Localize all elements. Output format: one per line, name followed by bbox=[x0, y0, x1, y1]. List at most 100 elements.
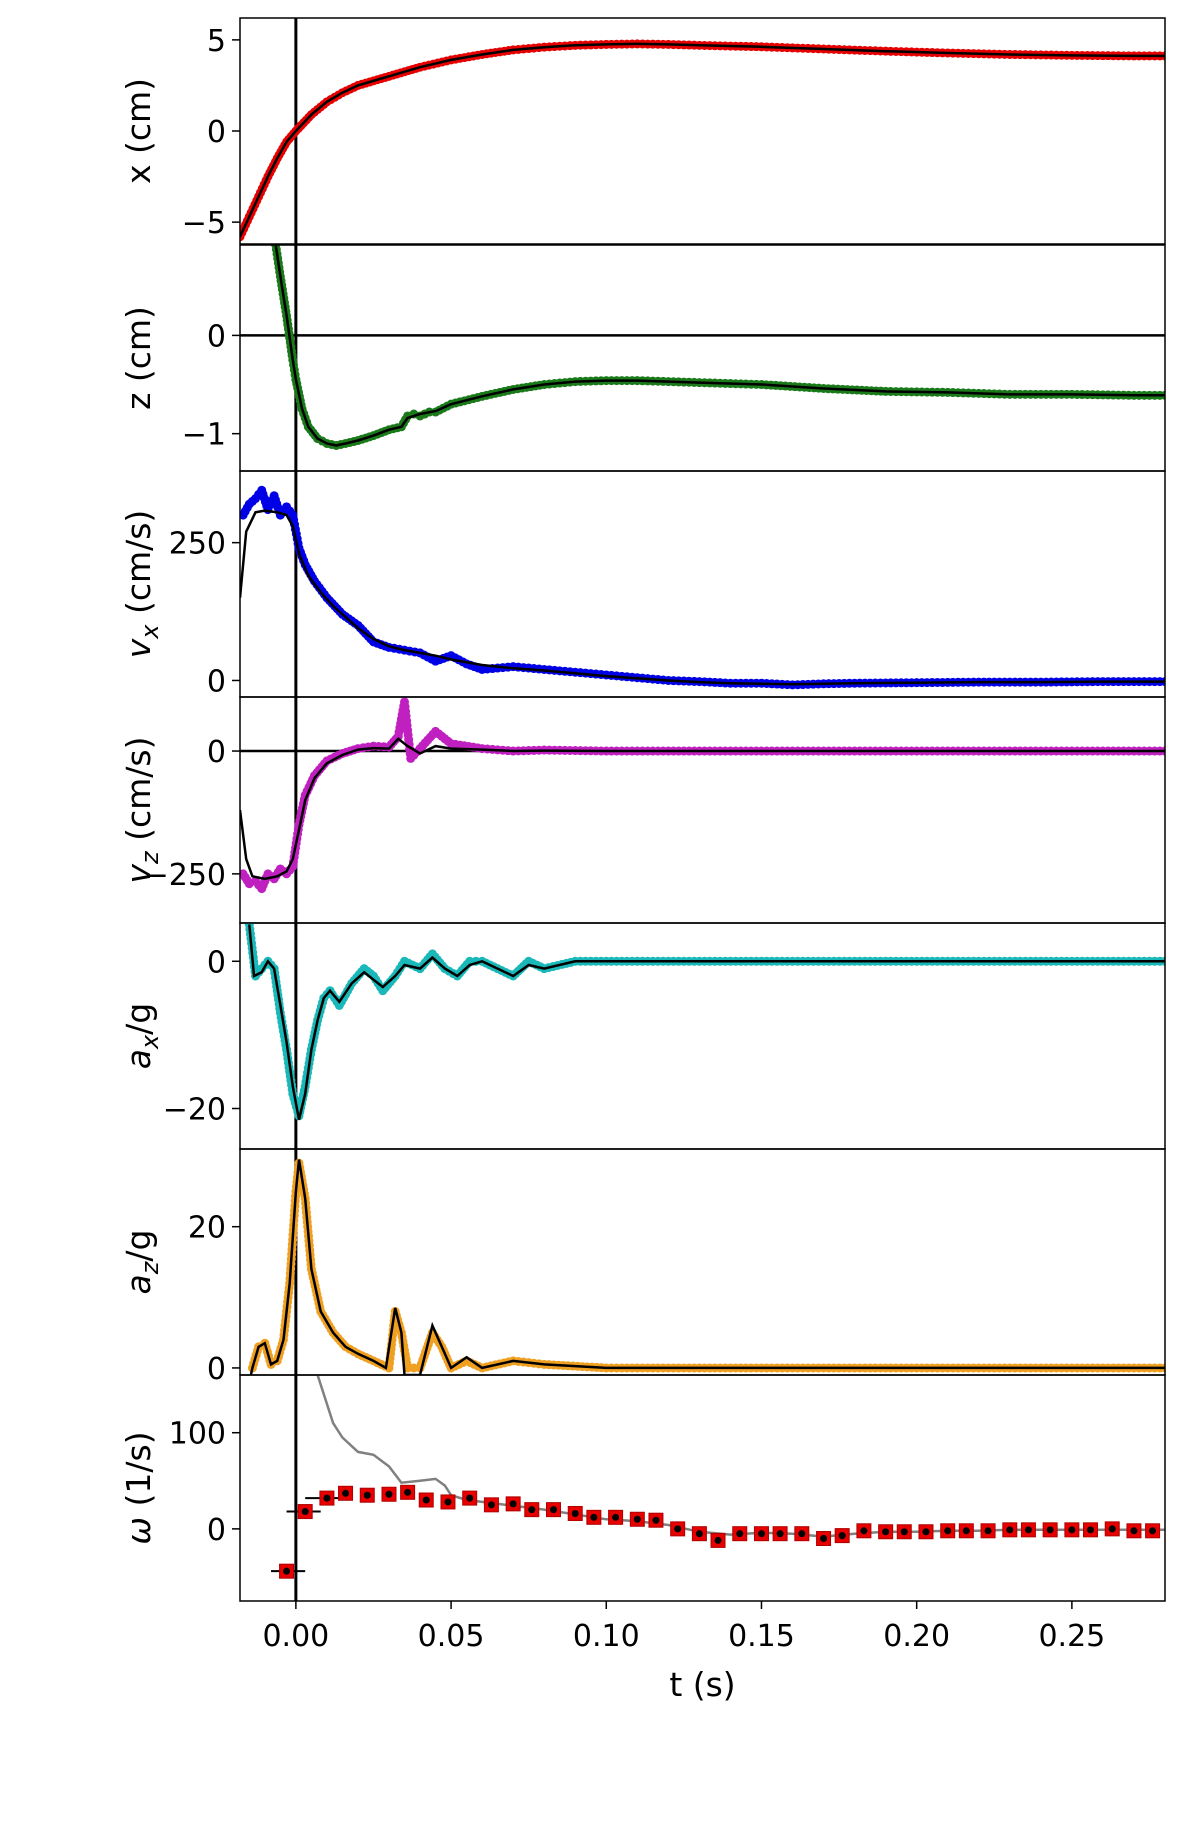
y-axis-label-subscript: x bbox=[136, 624, 164, 640]
data-point-center bbox=[385, 1490, 393, 1498]
fit-line bbox=[274, 245, 1165, 447]
panel-vz: −250 0 vz (cm/s) bbox=[119, 696, 1166, 924]
data-point-center bbox=[1006, 1526, 1014, 1534]
data-point-center bbox=[509, 1500, 517, 1508]
data-point-center bbox=[323, 1494, 331, 1502]
data-point-center bbox=[900, 1528, 908, 1536]
data-point-center bbox=[612, 1513, 620, 1521]
y-axis-label: vx (cm/s) bbox=[119, 510, 164, 659]
y-tick-label: 20 bbox=[188, 1211, 226, 1246]
y-axis-label-rest: /g bbox=[119, 1230, 158, 1262]
panel-x: −5 0 5 x (cm) bbox=[119, 17, 1166, 245]
y-tick-label: 0 bbox=[207, 664, 226, 699]
x-tick-label: 0.15 bbox=[728, 1619, 795, 1654]
y-tick-label: 0 bbox=[207, 945, 226, 980]
data-point-center bbox=[342, 1489, 350, 1497]
data-point-center bbox=[1046, 1526, 1054, 1534]
plot-area bbox=[240, 18, 1165, 244]
data-point-center bbox=[798, 1530, 806, 1538]
data-point-center bbox=[404, 1488, 412, 1496]
data-point-center bbox=[736, 1530, 744, 1538]
y-tick-label: −250 bbox=[144, 858, 226, 893]
data-point-center bbox=[466, 1494, 474, 1502]
y-axis-label: ax/g bbox=[119, 1003, 164, 1070]
y-axis-label: x (cm) bbox=[119, 78, 158, 184]
data-point-center bbox=[301, 1508, 309, 1516]
data-point-center bbox=[820, 1534, 828, 1542]
y-tick-label: 0 bbox=[207, 735, 226, 770]
x-tick-label: 0.20 bbox=[883, 1619, 950, 1654]
data-point-center bbox=[674, 1525, 682, 1533]
data-point-center bbox=[860, 1527, 868, 1535]
y-tick-label: −20 bbox=[163, 1093, 226, 1128]
data-point-center bbox=[776, 1530, 784, 1538]
y-tick-label: 250 bbox=[169, 527, 226, 562]
data-point-center bbox=[652, 1516, 660, 1524]
data-point-center bbox=[1108, 1525, 1116, 1533]
y-axis-label-symbol: a bbox=[119, 1274, 158, 1294]
y-axis-label: ω (1/s) bbox=[119, 1431, 158, 1544]
y-axis-label-rest: (cm/s) bbox=[119, 510, 158, 625]
data-point bbox=[409, 1363, 419, 1373]
y-tick-label: −5 bbox=[182, 206, 226, 241]
y-axis-label: z (cm) bbox=[119, 306, 158, 410]
y-tick-label: 0 bbox=[207, 1513, 226, 1548]
panel-z: −1 0 z (cm) bbox=[119, 244, 1166, 472]
data-point-center bbox=[714, 1536, 722, 1544]
y-axis-label-subscript: z bbox=[136, 1260, 164, 1275]
data-point-center bbox=[1024, 1526, 1032, 1534]
data-point-center bbox=[922, 1528, 930, 1536]
plot-area bbox=[271, 1375, 1165, 1601]
data-point-center bbox=[590, 1513, 598, 1521]
plot-area bbox=[247, 1149, 1165, 1375]
y-axis-label-rest: (1/s) bbox=[119, 1431, 158, 1517]
data-point-center bbox=[550, 1506, 558, 1514]
x-tick-label: 0.25 bbox=[1038, 1619, 1105, 1654]
y-axis-label-symbol: ω bbox=[119, 1517, 158, 1545]
y-axis-label-symbol: v bbox=[119, 638, 158, 658]
data-point-center bbox=[1130, 1527, 1138, 1535]
y-tick-label: 0 bbox=[207, 1352, 226, 1387]
y-tick-label: 100 bbox=[169, 1417, 226, 1452]
data-point-center bbox=[633, 1515, 641, 1523]
data-point-center bbox=[944, 1527, 952, 1535]
y-axis-label-subscript: x bbox=[136, 1034, 164, 1050]
y-tick-label: −1 bbox=[182, 418, 226, 453]
fit-line bbox=[240, 737, 1165, 881]
fit-line bbox=[240, 42, 1165, 238]
plot-area bbox=[244, 923, 1165, 1149]
y-axis-label-symbol: v bbox=[119, 863, 158, 883]
data-point-center bbox=[487, 1501, 495, 1509]
x-axis-label: t (s) bbox=[669, 1665, 735, 1704]
plot-area bbox=[240, 471, 1165, 697]
y-axis-label-symbol: a bbox=[119, 1049, 158, 1069]
data-point-center bbox=[757, 1530, 765, 1538]
y-axis-label: az/g bbox=[119, 1230, 164, 1295]
y-tick-label: 5 bbox=[207, 24, 226, 59]
panel-az: 0 20 az/g bbox=[119, 1148, 1166, 1387]
data-point-center bbox=[444, 1498, 452, 1506]
x-tick-label: 0.10 bbox=[573, 1619, 640, 1654]
plot-area bbox=[240, 697, 1165, 923]
data-point-center bbox=[571, 1509, 579, 1517]
y-tick-label: 0 bbox=[207, 319, 226, 354]
data-point-center bbox=[962, 1527, 970, 1535]
plot-area bbox=[240, 245, 1165, 471]
fit-line bbox=[249, 1159, 1165, 1375]
x-tick-label: 0.00 bbox=[262, 1619, 329, 1654]
data-point-center bbox=[882, 1528, 890, 1536]
y-axis-label-rest: (cm/s) bbox=[119, 737, 158, 852]
fit-line bbox=[240, 509, 1165, 686]
y-axis-label-rest: /g bbox=[119, 1003, 158, 1035]
data-point-center bbox=[695, 1530, 703, 1538]
data-point-center bbox=[283, 1567, 291, 1575]
data-point-center bbox=[838, 1532, 846, 1540]
data-point-center bbox=[1087, 1526, 1095, 1534]
y-axis-label: vz (cm/s) bbox=[119, 737, 164, 884]
data-point-center bbox=[984, 1527, 992, 1535]
data-point-center bbox=[422, 1496, 430, 1504]
fit-line bbox=[248, 924, 1165, 1120]
y-tick-label: 0 bbox=[207, 115, 226, 150]
